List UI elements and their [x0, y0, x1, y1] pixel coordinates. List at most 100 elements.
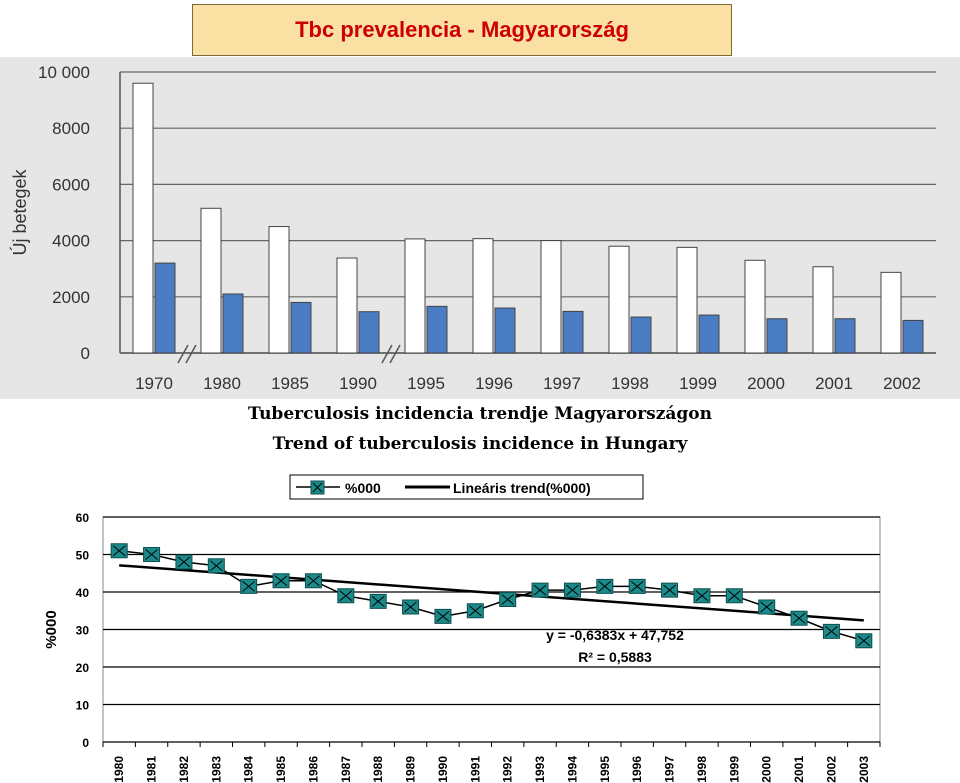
chart2-point-cross [598, 580, 612, 592]
chart2-point-cross [533, 584, 547, 596]
chart2-x-tick-label: 2001 [792, 756, 806, 783]
chart2-legend-box [289, 474, 644, 500]
chart2-point-1989 [402, 599, 420, 615]
chart1-bar-s2-1990 [358, 311, 380, 354]
chart1-bar-s1-1999 [676, 246, 698, 354]
chart1-x-tick-label: 2001 [815, 374, 853, 393]
chart2-point-1999 [725, 588, 743, 604]
chart2-point-1981 [143, 547, 161, 562]
chart2-y-tick-label: 60 [76, 511, 90, 525]
chart2-legend-label-s1: %000 [345, 480, 381, 496]
chart1-axis-break-mark [177, 344, 189, 364]
chart2-point-cross [468, 605, 482, 617]
chart2-point-cross [501, 594, 515, 605]
chart2-point-1988 [369, 593, 387, 609]
chart2-point-1995 [596, 578, 614, 594]
chart2-point-1998 [693, 588, 711, 604]
chart2-point-cross [695, 590, 709, 602]
chart1-y-tick-label: 4000 [52, 232, 90, 251]
chart2-x-tick-label: 1999 [727, 756, 741, 783]
chart2-r2-annotation: R² = 0,5883 [578, 649, 652, 665]
chart2-point-cross [825, 625, 838, 637]
chart1-y-tick-label: 2000 [52, 288, 90, 307]
chart2-x-tick-label: 1984 [242, 756, 256, 783]
chart1-x-tick-label: 1997 [543, 374, 581, 393]
chart2-x-tick-label: 1982 [177, 756, 191, 783]
chart1-bar-s1-1997 [540, 240, 562, 354]
chart1-bar-s1-1980 [200, 207, 222, 354]
page-title: Tbc prevalencia - Magyarország [192, 4, 732, 56]
chart2-subtitle: Trend of tuberculosis incidence in Hunga… [272, 434, 688, 454]
chart1-x-tick-label: 1985 [271, 374, 309, 393]
chart1-bar-s2-1985 [290, 301, 312, 354]
chart1-x-tick-label: 2002 [883, 374, 921, 393]
chart2-point-cross [371, 595, 385, 607]
chart1-y-tick-label: 10 000 [38, 63, 90, 82]
chart2-y-tick-label: 10 [76, 699, 90, 713]
chart2-point-1996 [628, 578, 646, 594]
chart1-x-tick-label: 1998 [611, 374, 649, 393]
chart2-x-tick-label: 1998 [695, 756, 709, 783]
chart2-equation-annotation: y = -0,6383x + 47,752 [546, 627, 684, 643]
chart2-x-tick-label: 1990 [436, 756, 450, 783]
chart1-axis-break-mark [381, 344, 393, 364]
chart2-point-cross [727, 590, 741, 602]
chart2-point-cross [436, 610, 450, 622]
chart1-bar-s2-1999 [698, 314, 720, 354]
chart1-x-tick-label: 1996 [475, 374, 513, 393]
chart2-x-tick-label: 1995 [598, 756, 612, 783]
chart2-trend-line [119, 564, 864, 622]
chart1-bar-s2-2002 [902, 319, 924, 354]
chart2-x-tick-label: 1987 [339, 756, 353, 783]
chart1-x-tick-label: 1970 [135, 374, 173, 393]
chart2-point-1985 [272, 573, 290, 589]
chart2-point-cross [274, 575, 288, 587]
chart1-bar-s2-1980 [222, 293, 244, 354]
chart2-title: Tuberculosis incidencia trendje Magyaror… [247, 404, 712, 424]
chart1-x-tick-label: 1990 [339, 374, 377, 393]
chart2-point-1993 [531, 582, 549, 598]
chart2-legend-cross-marker [312, 482, 323, 493]
chart2-legend: %000 Lineáris trend(%000) [289, 474, 644, 500]
chart2-point-cross [404, 601, 417, 613]
chart2-point-1994 [563, 582, 581, 598]
chart2-point-1997 [661, 582, 679, 598]
chart1-y-axis-label: Új betegek [9, 168, 30, 255]
chart1-bar-s2-1970 [154, 262, 176, 354]
chart2-x-tick-label: 1983 [209, 756, 223, 783]
chart2-y-tick-label: 50 [76, 549, 90, 563]
chart1-x-tick-label: 2000 [747, 374, 785, 393]
chart1-bar-s2-1995 [426, 305, 448, 354]
chart2-x-tick-label: 1994 [565, 756, 579, 783]
chart2-y-tick-label: 0 [82, 736, 89, 750]
chart2-x-tick-label: 1991 [468, 756, 482, 783]
chart1-bar-s1-1996 [472, 238, 494, 354]
chart1-bar-s1-1995 [404, 238, 426, 354]
chart2-point-2001 [790, 610, 808, 626]
chart2-x-tick-label: 1988 [371, 756, 385, 783]
chart2-y-axis-label: %000 [43, 610, 60, 648]
chart2-x-tick-label: 1985 [274, 756, 288, 783]
chart2-point-1991 [466, 603, 484, 619]
chart1-bar-s1-2002 [880, 271, 902, 354]
chart2-x-tick-label: 1986 [306, 756, 320, 783]
chart2-x-tick-label: 1981 [145, 756, 159, 783]
chart2-point-cross [566, 584, 579, 596]
chart2-x-tick-label: 1989 [404, 756, 418, 783]
chart2-x-tick-label: 1993 [533, 756, 547, 783]
chart2-x-tick-label: 1997 [663, 756, 677, 783]
chart1-axis-break-mark [389, 344, 401, 364]
chart1-bar-s2-1998 [630, 316, 652, 354]
chart1-x-tick-label: 1999 [679, 374, 717, 393]
chart2-point-cross [242, 580, 256, 592]
chart1-y-tick-label: 8000 [52, 119, 90, 138]
chart2-point-1982 [175, 554, 193, 570]
chart2-point-2002 [822, 623, 840, 639]
chart2-point-2003 [855, 633, 873, 649]
chart1-bar-s1-1985 [268, 226, 290, 354]
chart1-bar-s2-2001 [834, 318, 856, 354]
chart2-point-cross [760, 601, 774, 613]
chart2-point-1986 [304, 573, 322, 589]
chart2-point-cross [663, 584, 676, 596]
chart1-bar-s1-1970 [132, 82, 154, 354]
